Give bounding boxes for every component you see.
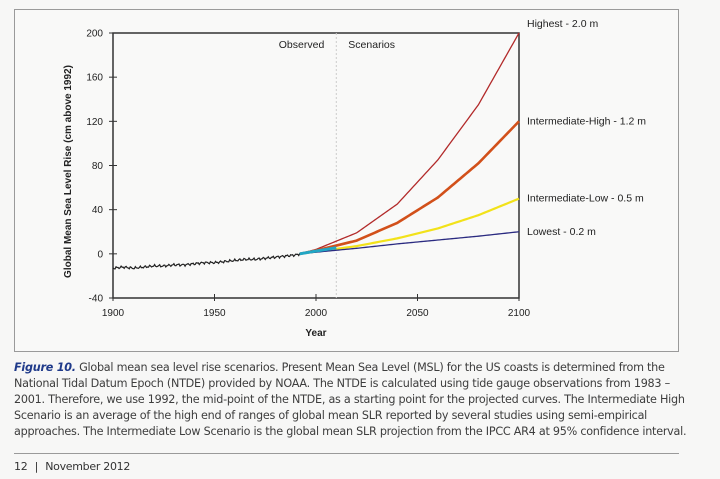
y-tick-label: 120: [86, 117, 103, 128]
figure-label: Figure 10.: [14, 361, 76, 374]
y-tick-label: -40: [89, 294, 104, 305]
figure-caption: Figure 10. Global mean sea level rise sc…: [14, 360, 694, 440]
scenario-line: [299, 32, 520, 255]
observed-line: [112, 253, 301, 270]
y-tick-label: 40: [92, 205, 104, 216]
page-number: 12: [14, 460, 28, 473]
y-tick-label: 200: [86, 29, 103, 40]
satellite-segment: [299, 246, 337, 256]
scenario-line: [299, 231, 520, 255]
x-tick-label: 2100: [508, 308, 531, 319]
x-tick-label: 1900: [102, 308, 125, 319]
x-tick-label: 1950: [203, 308, 226, 319]
scenario-line: [299, 120, 520, 256]
footer-divider: [14, 453, 679, 454]
page-footer: 12 | November 2012: [14, 460, 130, 473]
figure-frame: Observed Scenarios -40 0 40 80 120 160 200 1900 19…: [14, 9, 679, 352]
observed-label: Observed: [279, 39, 325, 51]
caption-text: Global mean sea level rise scenarios. Pr…: [14, 361, 687, 438]
scenario-label: Intermediate-Low - 0.5 m: [527, 193, 644, 205]
plot-area-border: [112, 32, 520, 299]
scenario-label: Lowest - 0.2 m: [527, 226, 596, 238]
scenario-label: Intermediate-High - 1.2 m: [527, 115, 646, 127]
footer-date: November 2012: [45, 460, 131, 473]
x-tick-label: 2050: [406, 308, 429, 319]
y-tick-label: 0: [97, 249, 103, 260]
scenario-label: Highest - 2.0 m: [527, 18, 598, 30]
y-axis-title: Global Mean Sea Level Rise (cm above 199…: [63, 65, 74, 278]
sea-level-chart: Observed Scenarios -40 0 40 80 120 160 200 1900 19…: [63, 18, 646, 339]
y-tick-label: 80: [92, 161, 104, 172]
scenarios-label: Scenarios: [348, 39, 395, 51]
x-tick-label: 2000: [305, 308, 328, 319]
x-axis-title: Year: [305, 328, 326, 339]
y-tick-label: 160: [86, 73, 103, 84]
footer-separator: |: [34, 460, 39, 473]
